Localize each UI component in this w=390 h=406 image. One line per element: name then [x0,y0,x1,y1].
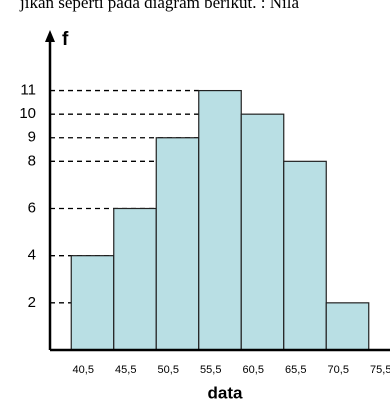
bar [325,302,370,351]
bar [70,255,115,351]
y-tick-label: 10 [19,105,36,122]
x-axis-label: data [208,383,244,402]
y-tick-label: 2 [28,294,36,311]
x-tick-label: 60,5 [243,364,264,376]
bar [113,207,157,351]
x-tick-label: 55,5 [200,364,221,376]
y-tick-label: 9 [28,129,36,146]
y-axis-arrow [45,30,55,42]
x-tick-label: 75,5 [370,364,390,376]
bar [198,89,242,351]
x-tick-label: 70,5 [328,364,349,376]
y-tick-label: 4 [28,247,36,264]
x-tick-label: 45,5 [115,364,136,376]
bar [283,160,327,351]
x-tick-label: 65,5 [285,364,306,376]
y-tick-label: 6 [28,199,36,216]
y-tick-label: 8 [28,152,36,169]
x-tick-label: 40,5 [73,364,94,376]
y-tick-label: 11 [20,82,36,99]
y-axis-label: f [62,29,69,50]
x-tick-label: 50,5 [158,364,179,376]
caption: jikan seperti pada diagram berikut. : Ni… [19,0,299,12]
bar [240,113,285,351]
bar [155,137,200,351]
